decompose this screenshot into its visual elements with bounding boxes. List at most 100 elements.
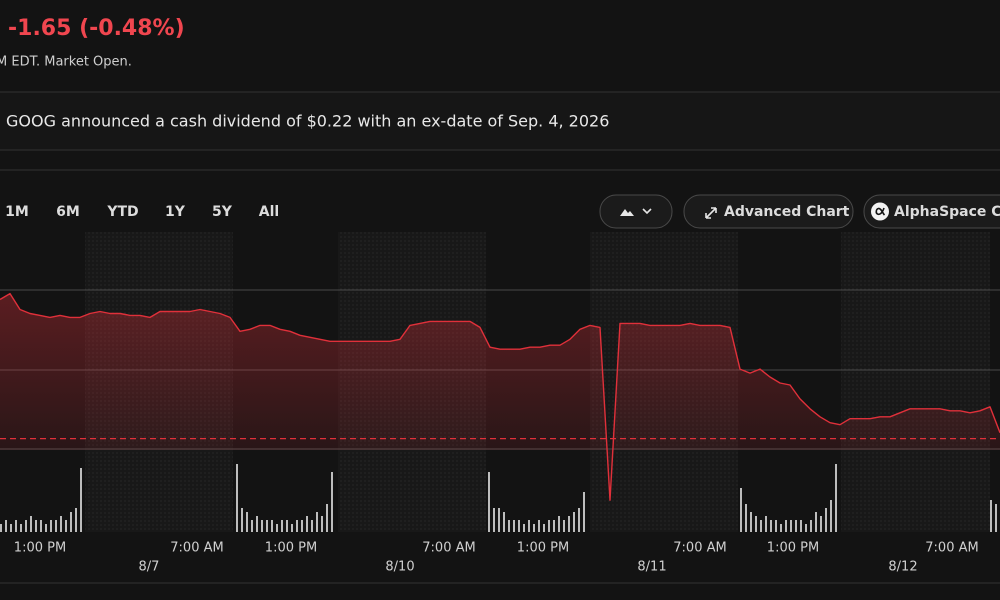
volume-bar [578,508,580,532]
volume-bar [498,508,500,532]
volume-bar [835,464,837,532]
alpha-glyph [875,207,886,216]
volume-bar [815,512,817,532]
volume-bar [508,520,510,532]
time-label: 1:00 PM [265,541,317,556]
volume-bar [558,516,560,532]
price-area [0,293,1000,501]
volume-bar [50,520,52,532]
volume-bar [35,520,37,532]
volume-bar [800,520,802,532]
alphaspace-icon [871,202,889,221]
chevron-icon [642,208,652,215]
volume-bar [538,520,540,532]
volume-bar [276,524,278,532]
date-label: 8/7 [139,560,160,575]
time-label: 1:00 PM [14,541,66,556]
volume-bar [30,516,32,532]
dividend-banner [0,91,1000,151]
volume-bar [583,492,585,532]
range-tab[interactable]: 1Y [165,204,186,220]
range-tab[interactable]: 5Y [212,204,233,220]
volume-bar [80,468,82,532]
alphaspace-button[interactable] [863,194,1000,229]
mountain-icon [620,209,634,216]
volume-bar [518,520,520,532]
volume-bar [45,524,47,532]
volume-bar [236,464,238,532]
expand-icon [705,207,717,219]
volume-bar [331,472,333,532]
volume-bar [563,520,565,532]
volume-bar [503,512,505,532]
market-status: M EDT. Market Open. [0,55,132,70]
volume-bar [770,520,772,532]
volume-bar [316,512,318,532]
volume-bar [301,520,303,532]
volume-bar [553,520,555,532]
price-line [0,292,1000,501]
volume-bar [271,520,273,532]
date-label: 8/10 [385,560,414,575]
volume-bar [790,520,792,532]
volume-bar [755,516,757,532]
volume-bar [75,508,77,532]
range-tab[interactable]: All [259,204,279,220]
price-change: -1.65 (-0.48%) [8,16,185,41]
volume-bar [281,520,283,532]
volume-bar [573,512,575,532]
volume-bar [20,524,22,532]
advanced-chart-button[interactable] [683,194,854,229]
volume-bar [70,512,72,532]
volume-bar [261,520,263,532]
volume-bar [326,504,328,532]
volume-bar [805,524,807,532]
date-label: 8/12 [888,560,917,575]
volume-bar [488,472,490,532]
volume-bar [533,524,535,532]
volume-bar [785,520,787,532]
volume-bar [10,524,12,532]
range-tab[interactable]: 1M [5,204,29,220]
volume-bar [548,520,550,532]
volume-bar [286,520,288,532]
volume-bar [291,524,293,532]
volume-bar [750,512,752,532]
volume-bar [513,520,515,532]
volume-bar [775,520,777,532]
volume-bar [765,516,767,532]
volume-bar [0,524,2,532]
chart-type-button[interactable] [599,194,673,229]
volume-bar [568,516,570,532]
volume-bar [745,504,747,532]
volume-bar [60,516,62,532]
volume-bar [25,520,27,532]
range-tab[interactable]: YTD [106,204,138,220]
range-tab[interactable]: 6M [56,204,80,220]
volume-bar [810,520,812,532]
date-label: 8/11 [637,560,666,575]
volume-bar [65,520,67,532]
volume-bar [241,508,243,532]
volume-bar [251,520,253,532]
volume-bar [543,524,545,532]
volume-bar [40,520,42,532]
volume-bar [5,520,7,532]
time-label: 1:00 PM [517,541,569,556]
advanced-chart-label: Advanced Chart [724,204,850,220]
volume-bar [820,516,822,532]
volume-bar [15,520,17,532]
volume-bar [795,520,797,532]
volume-bar [523,524,525,532]
volume-bar [740,488,742,532]
alphaspace-label: AlphaSpace Ch [894,204,1000,220]
volume-bar [55,520,57,532]
volume-bar [825,508,827,532]
volume-bar [256,516,258,532]
volume-bar [246,512,248,532]
time-label: 7:00 AM [170,541,223,556]
volume-bar [321,516,323,532]
volume-bar [990,500,992,532]
range-tabs: 1M 6M YTD 1Y 5Y All [5,204,279,220]
